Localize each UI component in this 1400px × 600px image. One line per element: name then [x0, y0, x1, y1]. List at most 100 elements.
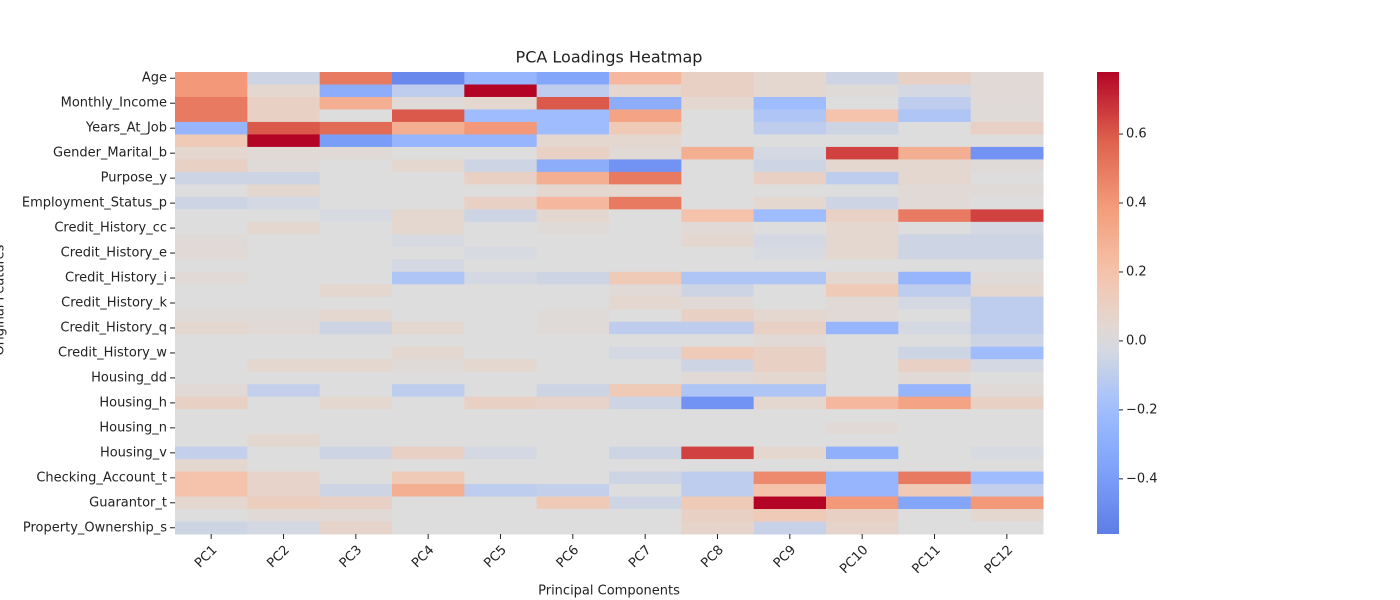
- heat-cell: [392, 471, 465, 485]
- heat-cell: [247, 234, 321, 248]
- heat-cell: [392, 109, 465, 123]
- heat-cell: [392, 359, 465, 373]
- heat-cell: [753, 384, 827, 398]
- heat-cell: [536, 72, 610, 85]
- heat-cell: [319, 409, 393, 423]
- y-tick-label: Property_Ownership_s: [23, 520, 167, 535]
- heat-cell: [970, 96, 1044, 110]
- heat-cell: [970, 409, 1044, 423]
- heat-cell: [681, 296, 755, 310]
- heat-cell: [464, 384, 538, 398]
- heat-cell: [319, 371, 393, 385]
- heat-cell: [319, 221, 393, 235]
- heat-cell: [536, 246, 610, 260]
- heat-cell: [609, 434, 682, 448]
- heat-cell: [898, 359, 972, 373]
- heat-cell: [464, 184, 538, 198]
- heat-cell: [681, 284, 755, 298]
- heat-cell: [464, 521, 538, 535]
- colorbar-tick-label: 0.2: [1126, 264, 1147, 279]
- heat-cell: [609, 196, 682, 210]
- heat-cell: [898, 446, 972, 460]
- heat-cell: [464, 359, 538, 373]
- heat-cell: [753, 221, 827, 235]
- heat-cell: [609, 72, 682, 85]
- heat-cell: [392, 509, 465, 523]
- heat-cell: [970, 121, 1044, 135]
- heat-cell: [175, 109, 248, 123]
- heat-cell: [319, 271, 393, 285]
- heat-cell: [392, 371, 465, 385]
- heat-cell: [247, 134, 321, 148]
- heat-cell: [319, 146, 393, 160]
- heat-cell: [392, 296, 465, 310]
- heat-cell: [464, 159, 538, 173]
- heat-cell: [826, 121, 899, 135]
- heat-cell: [247, 221, 321, 235]
- heat-cell: [753, 84, 827, 98]
- heat-cell: [898, 334, 972, 348]
- heat-cell: [753, 371, 827, 385]
- heat-cell: [175, 484, 248, 498]
- heat-cell: [247, 72, 321, 85]
- heat-cell: [753, 346, 827, 360]
- heat-cell: [826, 184, 899, 198]
- y-tick-label: Housing_h: [99, 395, 167, 410]
- heat-cell: [898, 171, 972, 185]
- heat-cell: [175, 96, 248, 110]
- heat-cell: [753, 459, 827, 473]
- heat-cell: [970, 134, 1044, 148]
- heat-cell: [464, 84, 538, 98]
- y-tick-label: Credit_History_e: [61, 246, 167, 261]
- heat-cell: [970, 72, 1044, 85]
- heat-cell: [319, 459, 393, 473]
- heat-cell: [826, 221, 899, 235]
- heat-cell: [536, 496, 610, 510]
- heat-cell: [970, 84, 1044, 98]
- heat-cell: [247, 384, 321, 398]
- heat-cell: [826, 434, 899, 448]
- heat-cell: [392, 184, 465, 198]
- heat-cell: [175, 121, 248, 135]
- heat-cell: [247, 184, 321, 198]
- heat-cell: [175, 334, 248, 348]
- heat-cell: [681, 184, 755, 198]
- heat-cell: [319, 309, 393, 323]
- heat-cell: [609, 471, 682, 485]
- heat-cell: [175, 421, 248, 435]
- heat-cell: [247, 409, 321, 423]
- heat-cell: [681, 146, 755, 160]
- heat-cell: [175, 471, 248, 485]
- heat-cell: [536, 284, 610, 298]
- heat-cell: [609, 184, 682, 198]
- heat-cell: [175, 496, 248, 510]
- heat-cell: [175, 434, 248, 448]
- heat-cell: [826, 309, 899, 323]
- heat-cell: [464, 484, 538, 498]
- heat-cell: [609, 459, 682, 473]
- heat-cell: [970, 421, 1044, 435]
- heat-cell: [970, 396, 1044, 410]
- heat-cell: [392, 496, 465, 510]
- heat-cell: [970, 371, 1044, 385]
- heat-cell: [319, 184, 393, 198]
- colorbar-tick-label: −0.4: [1126, 471, 1158, 486]
- heat-cell: [464, 209, 538, 223]
- heat-cell: [826, 496, 899, 510]
- heat-cell: [753, 196, 827, 210]
- heat-cell: [609, 496, 682, 510]
- heat-cell: [753, 359, 827, 373]
- heat-cell: [464, 396, 538, 410]
- heat-cell: [753, 321, 827, 335]
- heat-cell: [536, 271, 610, 285]
- heat-cell: [175, 371, 248, 385]
- heat-cell: [753, 296, 827, 310]
- heat-cell: [753, 334, 827, 348]
- heat-cell: [536, 459, 610, 473]
- heat-cell: [319, 159, 393, 173]
- heat-cell: [681, 246, 755, 260]
- colorbar-tick-label: 0.4: [1126, 196, 1147, 211]
- heat-cell: [464, 459, 538, 473]
- heat-cell: [970, 321, 1044, 335]
